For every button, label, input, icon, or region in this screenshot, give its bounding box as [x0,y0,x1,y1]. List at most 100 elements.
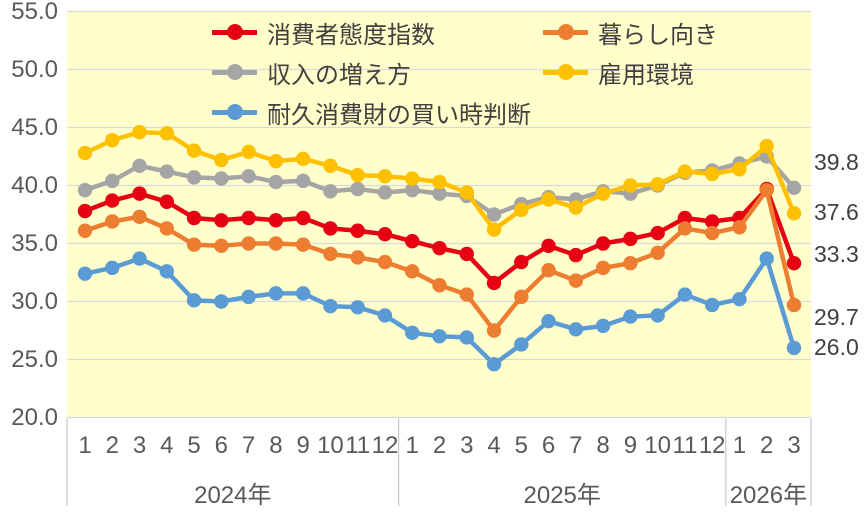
legend-marker-durables-icon [212,100,257,124]
point-livelihood-19 [568,273,584,288]
point-cci-10 [323,221,338,236]
point-employment-25 [732,162,747,177]
point-income-9 [295,173,311,189]
year-label-2024年: 2024年 [194,482,272,509]
point-income-4 [159,164,175,179]
point-livelihood-24 [704,225,720,241]
point-employment-18 [541,192,556,207]
legend-label-durables: 耐久消費財の買い時判断 [267,101,531,129]
point-livelihood-2 [105,214,120,229]
plot-background [67,11,811,418]
legend-item-employment: 雇用環境 [543,60,694,89]
legend-dot-employment [557,64,574,80]
month-label-2025年-1: 1 [405,432,419,459]
point-cci-22 [650,225,665,241]
legend-item-income: 収入の増え方 [212,60,411,89]
point-income-27 [786,180,802,196]
end-label-employment: 37.6 [814,199,859,225]
point-employment-12 [377,169,393,184]
point-employment-19 [568,200,584,215]
point-employment-13 [405,171,420,186]
point-employment-4 [159,126,175,141]
point-employment-7 [241,144,256,160]
point-employment-16 [486,222,502,237]
legend-dot-livelihood [557,24,574,40]
point-durables-14 [432,329,447,344]
end-label-income: 39.8 [814,149,859,175]
point-livelihood-11 [350,250,365,265]
point-cci-20 [595,236,611,251]
month-label-2024年-3: 3 [132,432,147,459]
month-label-2026年-3: 3 [787,432,801,459]
year-label-2025年: 2025年 [523,482,601,509]
point-employment-2 [105,133,120,148]
month-label-2025年-10: 10 [644,432,671,459]
point-livelihood-8 [268,236,284,251]
point-durables-5 [186,293,202,308]
point-employment-24 [704,166,720,182]
point-livelihood-4 [159,221,175,236]
point-livelihood-16 [486,323,502,338]
point-cci-18 [541,238,556,254]
point-employment-11 [350,167,365,183]
point-livelihood-26 [759,182,774,198]
point-durables-9 [295,286,311,301]
point-cci-7 [241,210,256,226]
point-durables-15 [459,330,474,345]
legend-label-income: 収入の増え方 [267,61,411,89]
point-durables-17 [514,337,529,352]
legend-item-durables: 耐久消費財の買い時判断 [212,100,531,129]
month-label-2025年-5: 5 [514,432,528,459]
point-employment-14 [432,174,447,190]
point-livelihood-13 [405,264,420,279]
legend-marker-employment-icon [543,60,588,84]
point-employment-20 [595,186,611,201]
point-income-13 [405,182,420,198]
point-livelihood-22 [650,245,665,260]
point-durables-19 [568,322,584,337]
point-income-5 [186,170,202,185]
month-label-2024年-7: 7 [241,432,256,459]
point-durables-27 [786,340,802,356]
month-label-2024年-2: 2 [105,432,119,459]
month-label-2025年-8: 8 [596,432,610,459]
point-cci-15 [459,246,474,262]
legend-label-employment: 雇用環境 [598,61,694,89]
point-income-12 [377,185,393,200]
legend-marker-livelihood-icon [543,20,588,44]
point-employment-17 [514,202,529,218]
y-tick-40.0: 40.0 [11,171,58,199]
point-employment-9 [295,151,311,167]
month-label-2024年-4: 4 [160,432,174,459]
point-durables-3 [132,251,147,266]
point-employment-15 [459,185,474,200]
point-durables-25 [732,291,747,307]
point-cci-21 [623,231,638,247]
month-label-2025年-11: 11 [672,432,698,459]
point-cci-24 [704,214,720,229]
point-livelihood-21 [623,256,638,271]
year-label-2026年: 2026年 [729,482,808,509]
point-durables-10 [323,298,338,314]
point-income-7 [241,169,256,184]
y-tick-20.0: 20.0 [11,403,58,431]
point-employment-23 [677,164,693,179]
point-durables-22 [650,308,665,323]
month-label-2024年-10: 10 [317,432,344,459]
point-livelihood-9 [295,237,311,252]
point-durables-1 [77,266,93,281]
point-livelihood-23 [677,221,693,236]
point-employment-21 [623,178,638,193]
end-label-livelihood: 29.7 [814,304,859,330]
point-employment-3 [132,124,147,140]
point-cci-16 [486,275,502,291]
month-label-2025年-2: 2 [432,432,447,459]
y-tick-35.0: 35.0 [11,229,58,257]
point-income-16 [486,207,502,222]
point-durables-4 [159,264,175,279]
month-label-2025年-9: 9 [623,432,638,459]
point-cci-3 [132,186,147,201]
point-durables-2 [105,260,120,276]
point-durables-16 [486,356,502,372]
